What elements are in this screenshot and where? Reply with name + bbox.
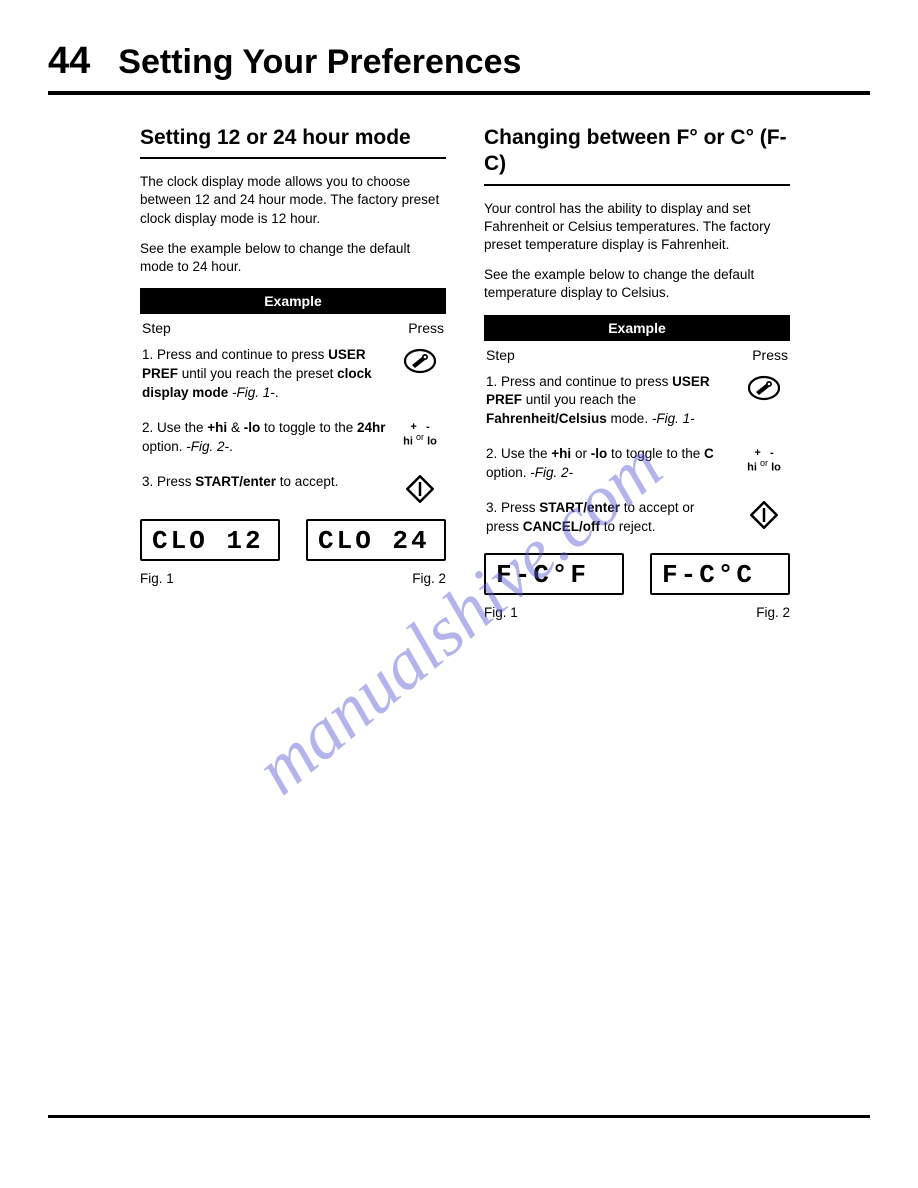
t: 3. Press bbox=[142, 474, 195, 489]
t: 24hr bbox=[357, 420, 386, 435]
t: 2. Use the bbox=[142, 420, 207, 435]
t: +hi bbox=[207, 420, 227, 435]
t: Fahrenheit/Celsius bbox=[486, 411, 607, 426]
right-section-title: Changing between F° or C° (F-C) bbox=[484, 125, 790, 186]
t: or bbox=[571, 446, 591, 461]
t: -Fig. 1- bbox=[652, 411, 695, 426]
t: 1. Press and continue to press bbox=[142, 347, 328, 362]
left-step-1: 1. Press and continue to press USER PREF… bbox=[140, 346, 446, 403]
t: to accept. bbox=[276, 474, 338, 489]
lcd-display-2: F-C°C bbox=[650, 553, 790, 595]
t: until you reach the bbox=[522, 392, 636, 407]
press-label: Press bbox=[408, 320, 444, 336]
right-step-2: 2. Use the +hi or -lo to toggle to the C… bbox=[484, 445, 790, 483]
t: to toggle to the bbox=[607, 446, 704, 461]
t: -Fig. 2- bbox=[530, 465, 573, 480]
right-example-bar: Example bbox=[484, 315, 790, 341]
footer-rule bbox=[48, 1115, 870, 1118]
t: . bbox=[275, 385, 279, 400]
hi-lo-icon: + - hi or lo bbox=[740, 445, 788, 474]
t: hi bbox=[747, 462, 757, 474]
t: 1. Press and continue to press bbox=[486, 374, 672, 389]
content-columns: Setting 12 or 24 hour mode The clock dis… bbox=[48, 125, 870, 620]
t: & bbox=[227, 420, 244, 435]
fig-2-label: Fig. 2 bbox=[756, 605, 790, 620]
t: to toggle to the bbox=[260, 420, 357, 435]
right-fig-labels: Fig. 1 Fig. 2 bbox=[484, 605, 790, 620]
page-header: 44 Setting Your Preferences bbox=[48, 40, 870, 95]
t: hi bbox=[403, 436, 413, 448]
step-text: 2. Use the +hi & -lo to toggle to the 24… bbox=[142, 419, 386, 457]
hi-lo-icon: + - hi or lo bbox=[396, 419, 444, 448]
wrench-icon bbox=[396, 346, 444, 374]
step-text: 3. Press START/enter to accept or press … bbox=[486, 499, 730, 537]
right-step-header: Step Press bbox=[484, 341, 790, 373]
right-lcd-row: F-C°F F-C°C bbox=[484, 553, 790, 595]
left-step-2: 2. Use the +hi & -lo to toggle to the 24… bbox=[140, 419, 446, 457]
t: option. bbox=[142, 439, 186, 454]
t: -lo bbox=[591, 446, 608, 461]
left-example-bar: Example bbox=[140, 288, 446, 314]
t: - bbox=[770, 447, 774, 459]
step-text: 3. Press START/enter to accept. bbox=[142, 473, 386, 492]
left-paragraph-2: See the example below to change the defa… bbox=[140, 240, 446, 276]
t: or bbox=[416, 432, 424, 442]
t: C bbox=[704, 446, 714, 461]
right-step-1: 1. Press and continue to press USER PREF… bbox=[484, 373, 790, 430]
left-section-title: Setting 12 or 24 hour mode bbox=[140, 125, 446, 159]
step-label: Step bbox=[486, 347, 515, 363]
left-step-header: Step Press bbox=[140, 314, 446, 346]
left-column: Setting 12 or 24 hour mode The clock dis… bbox=[140, 125, 446, 620]
t: -Fig. 1- bbox=[232, 385, 275, 400]
page-number: 44 bbox=[48, 40, 90, 83]
left-lcd-row: CLO 12 CLO 24 bbox=[140, 519, 446, 561]
t: until you reach the preset bbox=[178, 366, 337, 381]
t: mode. bbox=[607, 411, 652, 426]
step-text: 1. Press and continue to press USER PREF… bbox=[142, 346, 386, 403]
left-paragraph-1: The clock display mode allows you to cho… bbox=[140, 173, 446, 228]
start-diamond-icon bbox=[396, 473, 444, 503]
t: START/enter bbox=[539, 500, 620, 515]
right-column: Changing between F° or C° (F-C) Your con… bbox=[484, 125, 790, 620]
t: to reject. bbox=[600, 519, 656, 534]
fig-1-label: Fig. 1 bbox=[140, 571, 174, 586]
t: 2. Use the bbox=[486, 446, 551, 461]
t: CANCEL/off bbox=[523, 519, 600, 534]
left-step-3: 3. Press START/enter to accept. bbox=[140, 473, 446, 503]
t: -lo bbox=[244, 420, 261, 435]
t: lo bbox=[771, 462, 781, 474]
lcd-display-1: CLO 12 bbox=[140, 519, 280, 561]
step-text: 2. Use the +hi or -lo to toggle to the C… bbox=[486, 445, 730, 483]
lcd-display-1: F-C°F bbox=[484, 553, 624, 595]
left-fig-labels: Fig. 1 Fig. 2 bbox=[140, 571, 446, 586]
t: START/enter bbox=[195, 474, 276, 489]
t: option. bbox=[486, 465, 530, 480]
t: or bbox=[760, 458, 768, 468]
step-label: Step bbox=[142, 320, 171, 336]
t: 3. Press bbox=[486, 500, 539, 515]
lcd-display-2: CLO 24 bbox=[306, 519, 446, 561]
page-title: Setting Your Preferences bbox=[118, 43, 521, 82]
right-paragraph-1: Your control has the ability to display … bbox=[484, 200, 790, 255]
step-text: 1. Press and continue to press USER PREF… bbox=[486, 373, 730, 430]
t: -Fig. 2- bbox=[186, 439, 229, 454]
press-label: Press bbox=[752, 347, 788, 363]
fig-1-label: Fig. 1 bbox=[484, 605, 518, 620]
t: +hi bbox=[551, 446, 571, 461]
t: - bbox=[426, 421, 430, 433]
t: lo bbox=[427, 436, 437, 448]
right-paragraph-2: See the example below to change the defa… bbox=[484, 266, 790, 302]
fig-2-label: Fig. 2 bbox=[412, 571, 446, 586]
wrench-icon bbox=[740, 373, 788, 401]
start-diamond-icon bbox=[740, 499, 788, 529]
right-step-3: 3. Press START/enter to accept or press … bbox=[484, 499, 790, 537]
t: . bbox=[229, 439, 233, 454]
